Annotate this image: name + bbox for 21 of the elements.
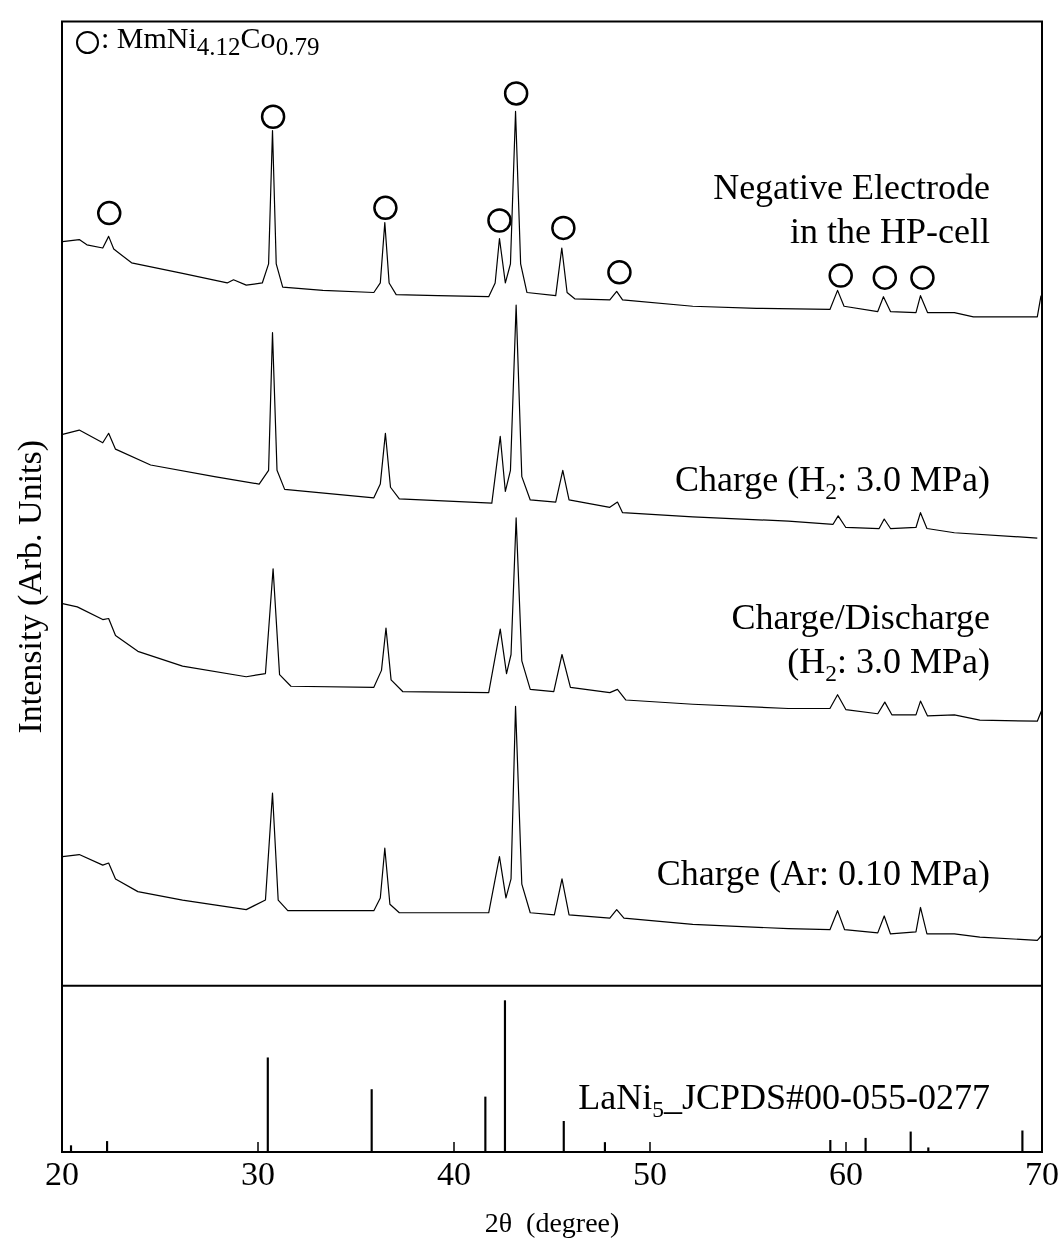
- series-label: Charge (Ar: 0.10 MPa): [656, 853, 990, 894]
- point: [551, 215, 576, 241]
- x-tick-label: 70: [1025, 1155, 1059, 1193]
- x-tick-label: 50: [633, 1155, 667, 1193]
- point: [872, 265, 898, 290]
- point: [96, 200, 122, 226]
- x-tick-label: 30: [241, 1155, 275, 1193]
- point: [607, 260, 632, 285]
- x-axis-title: 2θ (degree): [484, 1206, 620, 1238]
- point: [828, 263, 853, 288]
- y-axis-title: Intensity (Arb. Units): [11, 439, 50, 734]
- point: [503, 81, 529, 106]
- point: [487, 208, 512, 233]
- point: [260, 104, 286, 130]
- legend-label: : MmNi$_{4.12}$Co$_{0.79}$: [101, 20, 320, 62]
- x-tick-label: 40: [437, 1155, 471, 1193]
- point: [910, 265, 935, 290]
- x-tick-label: 60: [829, 1155, 863, 1193]
- point: [373, 195, 398, 221]
- x-tick-label: 20: [45, 1155, 79, 1193]
- series-label: Negative Electrode in the HP-cell: [713, 166, 990, 251]
